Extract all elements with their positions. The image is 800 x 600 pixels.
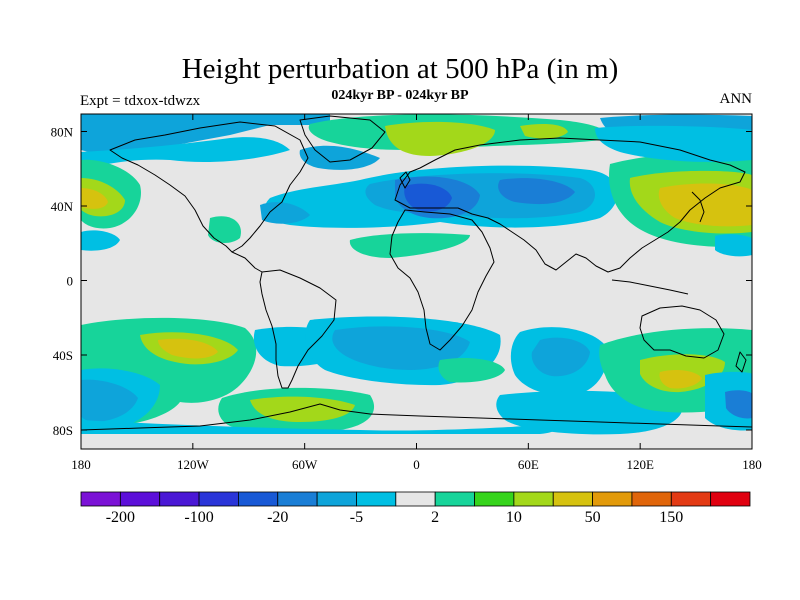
lon-tick-label: 120E bbox=[626, 457, 654, 472]
colorbar-swatch bbox=[198, 491, 239, 507]
contour-fill bbox=[531, 337, 590, 377]
lat-tick-label: 80N bbox=[51, 125, 74, 140]
coast-uk bbox=[399, 171, 411, 189]
contour-fill bbox=[81, 230, 120, 251]
lat-tick-label: 40S bbox=[53, 348, 73, 363]
contour-fill bbox=[404, 183, 452, 212]
colorbar-swatch bbox=[434, 491, 475, 507]
colorbar-label: -20 bbox=[267, 509, 288, 526]
lat-tick-label: 40N bbox=[51, 199, 74, 214]
coast-central-america bbox=[231, 251, 263, 273]
contour-fill bbox=[725, 390, 752, 419]
lon-tick-label: 180 bbox=[742, 457, 762, 472]
lat-tick-label: 0 bbox=[67, 274, 74, 289]
plot-title: Height perturbation at 500 hPa (in m) bbox=[181, 53, 619, 85]
coast-south-america bbox=[259, 269, 337, 389]
lat-tick-label: 80S bbox=[53, 423, 73, 438]
colorbar-swatch bbox=[238, 491, 279, 507]
colorbar-swatch bbox=[395, 491, 436, 507]
lon-tick-label: 60E bbox=[518, 457, 539, 472]
colorbar-swatch bbox=[277, 491, 318, 507]
colorbar-label: 150 bbox=[659, 509, 683, 526]
colorbar-swatch bbox=[592, 491, 633, 507]
contour-fill bbox=[81, 379, 138, 422]
contour-fill bbox=[498, 178, 575, 205]
colorbar-swatch bbox=[356, 491, 397, 507]
coast-new-zealand bbox=[735, 351, 747, 373]
experiment-label: Expt = tdxox-tdwzx bbox=[80, 93, 201, 109]
contour-fill bbox=[659, 370, 702, 389]
colorbar-label: -200 bbox=[106, 509, 135, 526]
lon-tick-label: 0 bbox=[413, 457, 420, 472]
colorbar-label: 10 bbox=[506, 509, 522, 526]
plot-subtitle: 024kyr BP - 024kyr BP bbox=[331, 88, 469, 103]
contour-fill bbox=[520, 124, 568, 139]
contour-fill bbox=[595, 125, 752, 163]
map-panel bbox=[80, 113, 753, 450]
coast-australia bbox=[639, 305, 725, 359]
colorbar-swatch bbox=[80, 491, 121, 507]
contour-fill bbox=[158, 338, 218, 359]
contour-fill bbox=[208, 216, 241, 244]
colorbar: -200 -100 -20 -5 2 10 50 150 bbox=[80, 491, 751, 526]
contour-fill bbox=[658, 183, 752, 227]
coast-africa bbox=[389, 209, 495, 351]
colorbar-label: -100 bbox=[184, 509, 213, 526]
contour-fill bbox=[260, 202, 310, 224]
contour-fill bbox=[81, 137, 290, 170]
colorbar-swatch bbox=[474, 491, 515, 507]
contour-fill bbox=[332, 326, 470, 370]
colorbar-label: -5 bbox=[350, 509, 363, 526]
colorbar-swatch bbox=[670, 491, 712, 507]
contour-fill bbox=[438, 358, 505, 383]
axis-ticks: 180 120W 60W 0 60E 120E 180 80N 40N 0 40S 80S bbox=[51, 114, 762, 472]
coast-antarctica bbox=[81, 403, 752, 431]
lon-tick-label: 120W bbox=[177, 457, 210, 472]
colorbar-label: 2 bbox=[431, 509, 439, 526]
colorbar-swatch bbox=[552, 491, 593, 507]
contour-fill bbox=[81, 188, 108, 209]
coast-japan bbox=[691, 191, 705, 223]
colorbar-swatch bbox=[631, 491, 672, 507]
coastlines bbox=[81, 115, 752, 431]
period-label: ANN bbox=[719, 91, 753, 107]
coast-indonesia bbox=[611, 279, 689, 295]
lon-tick-label: 60W bbox=[292, 457, 318, 472]
colorbar-label: 50 bbox=[585, 509, 601, 526]
contour-fill bbox=[81, 420, 555, 434]
contour-fill bbox=[250, 396, 355, 422]
coast-eurasia bbox=[394, 137, 746, 273]
colorbar-swatch bbox=[119, 491, 161, 507]
coast-greenland bbox=[299, 115, 386, 163]
coast-north-america bbox=[109, 121, 309, 253]
contour-fills bbox=[81, 114, 752, 435]
contour-fill bbox=[715, 234, 752, 257]
colorbar-swatch bbox=[159, 491, 200, 507]
colorbar-swatch bbox=[513, 491, 554, 507]
contour-fill bbox=[349, 233, 470, 258]
lon-tick-label: 180 bbox=[71, 457, 91, 472]
contour-fill bbox=[81, 114, 330, 155]
colorbar-swatch bbox=[710, 491, 751, 507]
colorbar-swatch bbox=[316, 491, 357, 507]
contour-fill bbox=[299, 145, 380, 170]
